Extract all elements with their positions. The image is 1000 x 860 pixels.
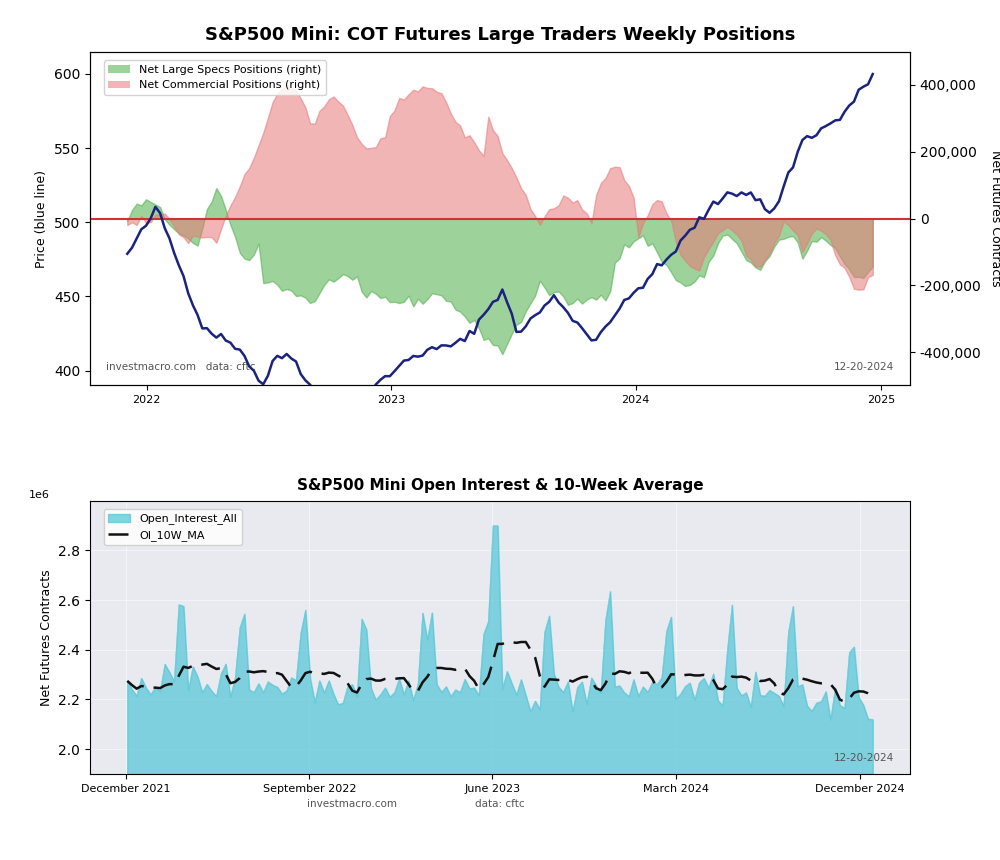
- Title: S&P500 Mini: COT Futures Large Traders Weekly Positions: S&P500 Mini: COT Futures Large Traders W…: [205, 27, 795, 45]
- Text: investmacro.com   data: cftc: investmacro.com data: cftc: [106, 362, 256, 372]
- Text: data: cftc: data: cftc: [475, 799, 525, 808]
- Text: 12-20-2024: 12-20-2024: [833, 753, 894, 763]
- Y-axis label: Net Futures Contracts: Net Futures Contracts: [40, 569, 53, 706]
- Title: S&P500 Mini Open Interest & 10-Week Average: S&P500 Mini Open Interest & 10-Week Aver…: [297, 477, 703, 493]
- Text: 12-20-2024: 12-20-2024: [833, 362, 894, 372]
- Y-axis label: Price (blue line): Price (blue line): [35, 169, 48, 267]
- Legend: Net Large Specs Positions (right), Net Commercial Positions (right): Net Large Specs Positions (right), Net C…: [104, 60, 326, 95]
- Text: 1e6: 1e6: [28, 490, 49, 500]
- Legend: Open_Interest_All, OI_10W_MA: Open_Interest_All, OI_10W_MA: [104, 509, 242, 545]
- Line: OI_10W_MA: OI_10W_MA: [127, 642, 873, 702]
- Y-axis label: Net Futures Contracts: Net Futures Contracts: [989, 150, 1000, 287]
- Text: investmacro.com: investmacro.com: [307, 799, 397, 808]
